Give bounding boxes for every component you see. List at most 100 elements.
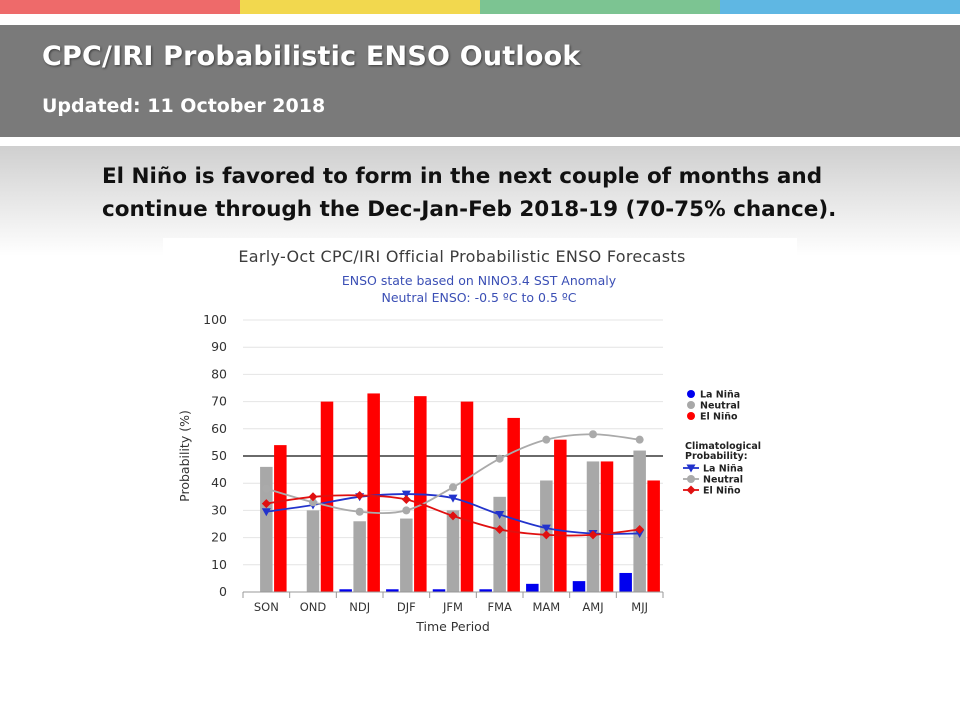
stripe-red: [0, 0, 240, 14]
headline-text: El Niño is favored to form in the next c…: [102, 164, 837, 222]
climatology-marker-neutral: [262, 484, 271, 493]
updated-date: Updated: 11 October 2018: [42, 95, 326, 117]
y-tick-label: 40: [211, 475, 227, 490]
climatology-marker-neutral: [589, 430, 597, 439]
bar-neutral: [446, 510, 460, 592]
bar-la-nina: [339, 589, 352, 592]
slide-header: CPC/IRI Probabilistic ENSO Outlook Updat…: [0, 25, 960, 137]
bar-neutral: [260, 466, 273, 592]
climatology-marker-neutral: [542, 435, 551, 444]
bar-la-nina: [386, 589, 399, 592]
x-tick-label: FMA: [487, 600, 512, 614]
stripe-green: [480, 0, 720, 14]
climatology-marker-la-nina: [261, 508, 271, 517]
legend-label-la-nina: La Niña: [700, 390, 740, 401]
y-tick-label: 100: [203, 312, 227, 327]
climatology-marker-neutral: [309, 498, 317, 507]
stripe-yellow: [240, 0, 480, 14]
bar-el-nino: [554, 439, 567, 592]
x-tick-label: JFM: [442, 600, 463, 614]
legend-marker-la-nina: [686, 464, 696, 473]
climatology-marker-neutral: [635, 435, 644, 444]
legend-climatology-el-nino: El Niño: [703, 486, 741, 497]
legend-climatology-la-nina: La Niña: [703, 464, 743, 475]
y-axis-label: Probability (%): [177, 410, 192, 502]
climatology-marker-el-nino: [261, 499, 271, 509]
x-tick-label: NDJ: [349, 600, 370, 614]
bar-la-nina: [479, 589, 492, 592]
x-axis-label: Time Period: [415, 619, 490, 634]
bar-neutral: [400, 518, 413, 592]
bar-neutral: [493, 496, 506, 592]
y-tick-label: 20: [211, 530, 227, 545]
legend-marker-el-nino: [686, 485, 696, 495]
y-tick-label: 10: [211, 557, 227, 572]
x-tick-label: OND: [300, 600, 327, 614]
y-tick-label: 50: [211, 448, 227, 463]
climatology-lines: [261, 430, 645, 540]
climatology-marker-el-nino: [635, 524, 645, 534]
climatology-marker-neutral: [355, 507, 364, 516]
climatology-marker-neutral: [495, 454, 504, 463]
climatology-marker-neutral: [402, 506, 411, 515]
slide-title: CPC/IRI Probabilistic ENSO Outlook: [42, 41, 581, 72]
color-stripe-bar: [0, 0, 960, 14]
climatology-marker-el-nino: [308, 492, 318, 502]
legend-swatch-neutral: [687, 401, 695, 409]
climatology-marker-la-nina: [495, 510, 505, 519]
legend-climatology-label: Probability:: [685, 451, 748, 462]
legend-marker-neutral: [687, 475, 695, 483]
enso-forecast-chart: Early-Oct CPC/IRI Official Probabilistic…: [177, 247, 761, 634]
x-tick-label: MAM: [532, 600, 560, 614]
chart-title: Early-Oct CPC/IRI Official Probabilistic…: [238, 247, 685, 266]
y-tick-label: 30: [211, 502, 227, 517]
x-tick-label: AMJ: [582, 600, 603, 614]
legend-label-el-nino: El Niño: [700, 412, 738, 423]
chart-panel: Early-Oct CPC/IRI Official Probabilistic…: [163, 238, 797, 648]
chart-subtitle-2: Neutral ENSO: -0.5 ºC to 0.5 ºC: [381, 290, 576, 305]
x-tick-label: MJJ: [631, 600, 648, 614]
bar-el-nino: [320, 401, 334, 592]
bar-la-nina: [619, 572, 632, 592]
bar-el-nino: [367, 393, 380, 592]
chart-axes: 0 10 20 30 40 50 60 70 80 90 100 SON OND NDJ DJF JFM FMA…: [203, 312, 664, 614]
climatology-marker-la-nina: [448, 494, 458, 503]
climatology-marker-neutral: [449, 483, 457, 492]
bar-el-nino: [274, 445, 287, 592]
bar-la-nina: [432, 589, 446, 592]
bar-neutral: [633, 450, 646, 592]
legend-label-neutral: Neutral: [700, 401, 740, 412]
y-tick-label: 70: [211, 394, 227, 409]
stripe-blue: [720, 0, 960, 14]
y-tick-label: 90: [211, 339, 227, 354]
climatology-marker-el-nino: [401, 495, 411, 505]
x-tick-label: SON: [254, 600, 279, 614]
y-tick-label: 80: [211, 366, 227, 381]
y-tick-label: 60: [211, 421, 227, 436]
header-shadow: [0, 146, 960, 256]
climatology-marker-la-nina: [635, 530, 645, 539]
bar-la-nina: [526, 583, 539, 592]
x-tick-label: DJF: [397, 600, 416, 614]
bar-el-nino: [600, 461, 614, 592]
bar-neutral: [586, 461, 600, 592]
climatology-marker-el-nino: [541, 530, 551, 540]
bar-el-nino: [460, 401, 474, 592]
chart-bars: [260, 393, 660, 592]
bar-neutral: [306, 510, 320, 592]
bar-la-nina: [572, 581, 586, 592]
climatology-marker-el-nino: [588, 530, 598, 540]
climatology-marker-la-nina: [401, 490, 411, 499]
climatology-marker-la-nina: [541, 524, 551, 533]
bar-el-nino: [507, 417, 520, 592]
legend-swatch-el-nino: [687, 412, 695, 420]
climatology-marker-el-nino: [355, 490, 365, 500]
bar-neutral: [353, 521, 366, 592]
legend-climatology-label: Climatological: [685, 441, 761, 452]
bar-el-nino: [647, 480, 660, 592]
legend-swatch-la-nina: [687, 390, 695, 398]
legend-climatology-neutral: Neutral: [703, 475, 743, 486]
climatology-marker-el-nino: [495, 524, 505, 534]
y-tick-label: 0: [219, 584, 227, 599]
